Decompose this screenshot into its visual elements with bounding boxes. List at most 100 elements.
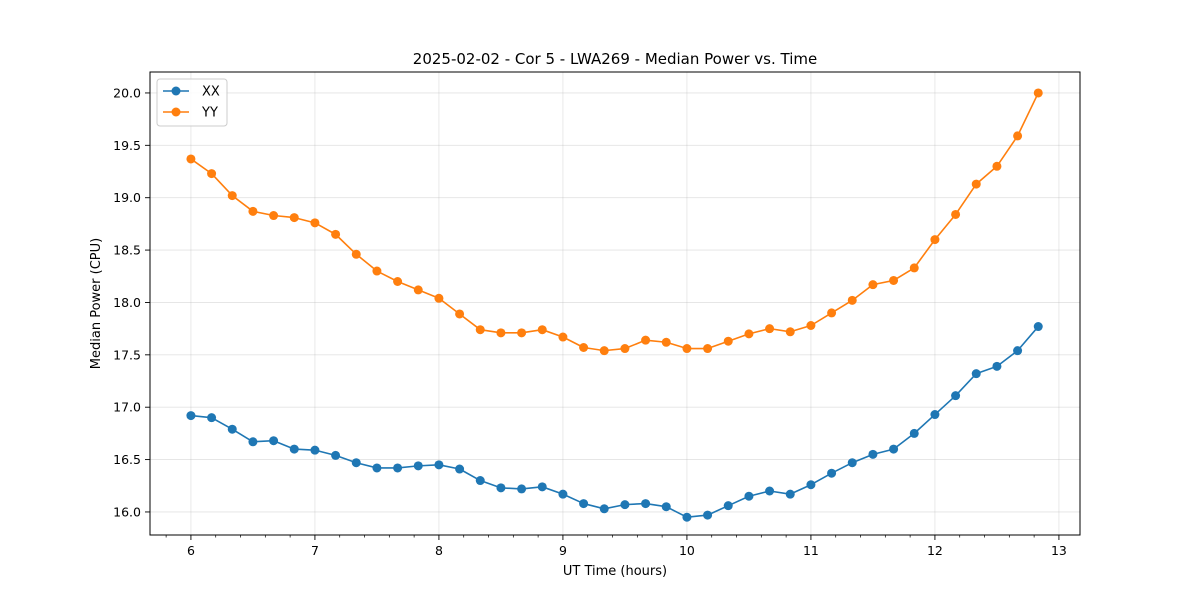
data-point-xx [620, 500, 630, 510]
data-point-yy [868, 280, 878, 290]
data-point-yy [289, 213, 299, 223]
data-point-yy [558, 332, 568, 342]
x-tick-label: 8 [435, 543, 443, 558]
data-point-xx [703, 510, 713, 520]
data-point-yy [723, 336, 733, 346]
data-point-yy [517, 328, 527, 338]
data-point-yy [889, 275, 899, 285]
data-point-yy [930, 235, 940, 245]
y-tick-label: 20.0 [113, 85, 141, 100]
data-point-xx [517, 484, 527, 494]
data-point-yy [785, 327, 795, 337]
data-point-xx [310, 445, 320, 455]
data-point-xx [269, 436, 279, 446]
data-point-xx [868, 449, 878, 459]
data-point-yy [413, 285, 423, 295]
legend-marker-yy [171, 107, 181, 117]
data-point-xx [475, 476, 485, 486]
x-tick-label: 13 [1051, 543, 1067, 558]
data-point-yy [620, 344, 630, 354]
data-point-xx [847, 458, 857, 468]
data-point-yy [682, 344, 692, 354]
data-point-xx [289, 444, 299, 454]
data-point-yy [207, 169, 217, 179]
data-point-yy [475, 325, 485, 335]
data-point-xx [455, 464, 465, 474]
data-point-xx [661, 502, 671, 512]
series-xx [186, 322, 1043, 522]
data-point-xx [558, 489, 568, 499]
data-point-xx [806, 480, 816, 490]
data-point-yy [909, 263, 919, 273]
data-point-xx [889, 444, 899, 454]
data-point-xx [496, 483, 506, 493]
data-point-xx [765, 486, 775, 496]
data-point-xx [1033, 322, 1043, 332]
data-point-xx [331, 450, 341, 460]
data-point-yy [372, 266, 382, 276]
data-point-yy [186, 154, 196, 164]
data-point-xx [413, 461, 423, 471]
data-point-yy [1013, 131, 1023, 141]
data-point-yy [971, 179, 981, 189]
data-point-xx [351, 458, 361, 468]
data-point-xx [641, 499, 651, 509]
data-point-yy [393, 277, 403, 287]
x-axis: 6 7 8 9 10 11 12 13 [165, 535, 1067, 558]
data-point-xx [579, 499, 589, 509]
data-point-xx [971, 369, 981, 379]
legend: XX YY [156, 78, 228, 127]
data-point-xx [599, 504, 609, 514]
data-point-yy [599, 346, 609, 356]
data-point-yy [703, 344, 713, 354]
data-point-yy [847, 295, 857, 305]
data-point-yy [806, 320, 816, 330]
data-point-xx [723, 501, 733, 511]
data-point-xx [207, 413, 217, 423]
data-point-yy [310, 218, 320, 228]
data-point-xx [1013, 346, 1023, 356]
data-point-xx [227, 424, 237, 434]
data-point-xx [393, 463, 403, 473]
y-tick-label: 17.0 [113, 400, 141, 415]
series-group [186, 88, 1043, 522]
data-point-xx [930, 410, 940, 420]
data-point-yy [269, 211, 279, 221]
y-tick-label: 18.5 [113, 243, 141, 258]
x-axis-label: UT Time (hours) [563, 564, 667, 579]
data-point-xx [744, 491, 754, 501]
data-point-xx [827, 468, 837, 478]
data-point-yy [661, 337, 671, 347]
y-tick-label: 16.0 [113, 504, 141, 519]
plot-frame [149, 71, 1081, 536]
y-axis: 16.0 16.5 17.0 17.5 18.0 18.5 19.0 19.5 20.0 [113, 85, 150, 519]
y-tick-label: 19.5 [113, 138, 141, 153]
data-point-xx [248, 437, 258, 447]
data-point-xx [992, 361, 1002, 371]
data-point-xx [785, 489, 795, 499]
data-point-yy [248, 206, 258, 216]
y-tick-label: 16.5 [113, 452, 141, 467]
data-point-xx [909, 428, 919, 438]
data-point-yy [992, 161, 1002, 171]
y-tick-label: 18.0 [113, 295, 141, 310]
data-point-yy [827, 308, 837, 318]
data-point-yy [351, 249, 361, 259]
chart-title: 2025-02-02 - Cor 5 - LWA269 - Median Pow… [413, 50, 817, 68]
legend-marker-xx [171, 86, 181, 96]
x-tick-label: 6 [187, 543, 195, 558]
legend-label-yy: YY [201, 106, 218, 121]
data-point-yy [641, 335, 651, 345]
data-point-yy [744, 329, 754, 339]
data-point-xx [537, 482, 547, 492]
x-tick-label: 10 [679, 543, 695, 558]
data-point-xx [186, 411, 196, 421]
x-tick-label: 12 [927, 543, 943, 558]
data-point-yy [434, 293, 444, 303]
data-point-xx [372, 463, 382, 473]
data-point-yy [537, 325, 547, 335]
y-tick-label: 19.0 [113, 190, 141, 205]
grid [150, 72, 1080, 535]
data-point-yy [331, 229, 341, 239]
